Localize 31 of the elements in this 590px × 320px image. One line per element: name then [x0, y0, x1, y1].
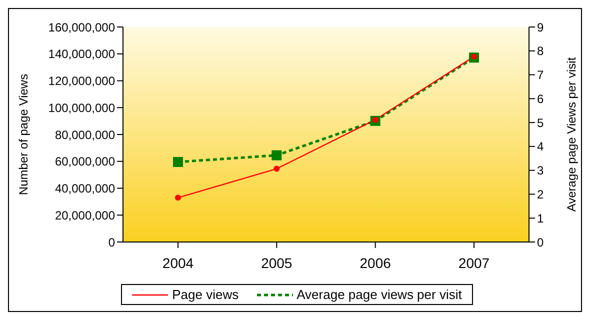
y2-tick-label: 1 — [537, 211, 544, 226]
legend-label: Average page views per visit — [296, 287, 462, 302]
x-tick-label: 2007 — [458, 254, 490, 271]
x-tick-label: 2005 — [261, 254, 292, 271]
y2-axis-title: Average page Views per visit — [564, 56, 578, 212]
y-tick-label: 20,000,000 — [54, 208, 116, 222]
y2-tick-label: 6 — [537, 92, 544, 106]
point — [175, 194, 181, 201]
y2-tick-label: 9 — [537, 20, 544, 34]
y-tick-label: 160,000,000 — [48, 20, 116, 34]
y-tick-label: 140,000,000 — [48, 47, 116, 62]
point — [272, 150, 282, 160]
y2-tick-label: 4 — [537, 140, 544, 154]
y2-tick-label: 8 — [537, 44, 544, 58]
y-tick-label: 40,000,000 — [54, 182, 116, 196]
x-tick-label: 2006 — [360, 254, 392, 271]
y-tick-label: 0 — [108, 235, 116, 250]
point — [274, 166, 280, 172]
y2-tick-label: 3 — [537, 164, 544, 178]
y-tick-label: 80,000,000 — [54, 128, 116, 142]
y2-tick-label: 0 — [537, 235, 544, 250]
y2-tick-label: 7 — [537, 68, 544, 82]
y-tick-label: 60,000,000 — [54, 154, 116, 169]
point — [173, 156, 183, 167]
x-tick-label: 2004 — [162, 254, 194, 271]
y-axis-title: Number of page Views — [16, 74, 30, 196]
y-tick-label: 120,000,000 — [48, 74, 116, 88]
y2-tick-label: 5 — [537, 116, 544, 130]
legend-label: Page views — [172, 287, 239, 302]
y2-tick-label: 2 — [537, 187, 544, 202]
y-tick-label: 100,000,000 — [48, 100, 116, 115]
